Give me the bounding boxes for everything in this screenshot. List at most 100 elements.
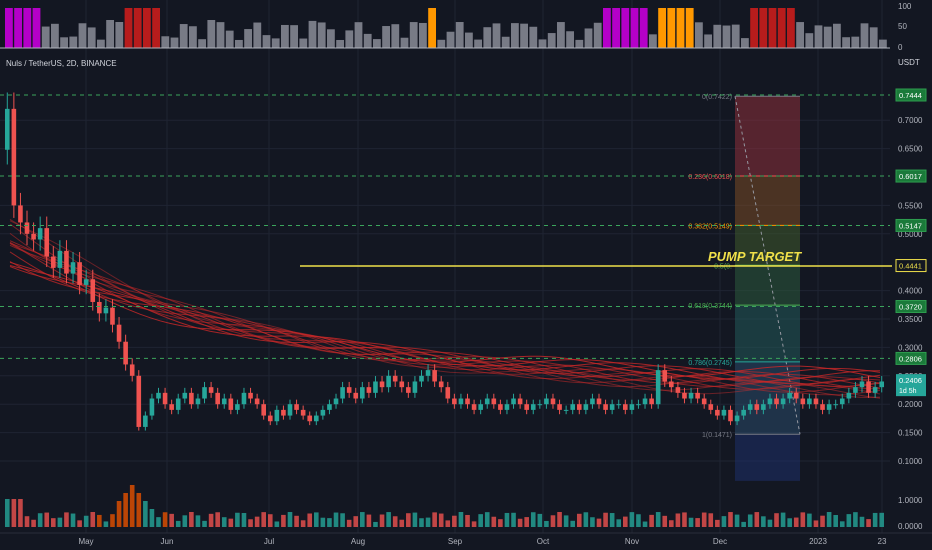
time-axis[interactable]: May Jun Jul Aug Sep Oct Nov Dec 2023 23: [78, 537, 887, 546]
volume-bar: [346, 519, 352, 527]
candle-body: [386, 375, 391, 388]
oscillator-bar: [97, 39, 105, 48]
volume-bar: [110, 514, 115, 527]
price-axis[interactable]: 0.7000 0.6500 0.5500 0.5000 0.4000 0.3500 0.30…: [895, 88, 927, 466]
pump-target-label: PUMP TARGET: [708, 249, 802, 264]
candle-body: [846, 392, 852, 399]
fib-zone: [735, 265, 800, 306]
candle-body: [524, 404, 529, 410]
current-price-label: 0.2406: [899, 376, 922, 385]
oscillator-bar: [106, 20, 114, 48]
price-level-badge: [895, 218, 927, 232]
candle-body: [800, 398, 806, 405]
volume-bar: [123, 493, 128, 527]
oscillator-bar: [225, 30, 234, 48]
candle-body: [143, 415, 148, 427]
volume-bar: [511, 512, 516, 527]
candle-body: [688, 392, 694, 399]
oscillator-bar: [685, 8, 694, 48]
volume-bar: [721, 516, 727, 527]
candle-body: [31, 233, 36, 240]
volume-bar: [866, 519, 871, 527]
volume-bar: [780, 512, 786, 527]
candle-body: [491, 398, 497, 405]
candles: [4, 92, 885, 431]
y-tick-label: 0.5000: [898, 230, 923, 239]
fib-level-label: 0(0.7422): [702, 94, 732, 101]
volume-bar: [517, 518, 523, 527]
pump-target-annotation[interactable]: PUMP TARGET: [300, 249, 892, 267]
candle-body: [465, 398, 470, 405]
candle-body: [116, 324, 122, 342]
volume-bar: [373, 521, 378, 527]
ma-ribbon-line: [9, 220, 881, 395]
candle-body: [603, 404, 608, 410]
candle-body: [129, 364, 135, 376]
oscillator-bar: [814, 25, 823, 48]
candle-body: [412, 381, 418, 393]
candle-body: [504, 404, 510, 410]
volume-bar: [747, 514, 753, 527]
volume-bar: [839, 521, 845, 527]
fib-zone: [735, 96, 800, 176]
price-level-badge-label: 0.4441: [899, 262, 922, 271]
candle-body: [826, 404, 832, 410]
volume-bar: [31, 519, 36, 527]
volume-bar: [287, 512, 293, 527]
volume-bar: [636, 514, 641, 527]
price-level-badge: [895, 351, 927, 365]
volume-bar: [294, 515, 299, 527]
oscillator-bar: [14, 8, 22, 48]
volume-bar: [419, 518, 424, 527]
volume-bar: [254, 516, 260, 527]
oscillator-bar: [161, 36, 170, 48]
candle-body: [373, 381, 378, 393]
volume-bar: [333, 512, 339, 527]
candle-body: [11, 108, 17, 206]
volume-bar: [458, 512, 464, 527]
volume-bar: [761, 516, 766, 527]
candle-body: [662, 370, 668, 382]
oscillator-bar: [869, 27, 878, 48]
candle-body: [478, 404, 483, 410]
volume-bar: [143, 501, 148, 527]
volume-bar: [425, 517, 431, 527]
oscillator-bar: [5, 8, 13, 48]
oscillator-bar: [483, 27, 492, 48]
oscillator-bar: [189, 26, 197, 48]
oscillator-bar: [32, 8, 41, 48]
volume-bar: [537, 513, 543, 527]
candle-body: [741, 409, 746, 416]
oscillator-bar: [271, 38, 280, 48]
volume-bar: [701, 512, 707, 527]
volume-bar: [241, 513, 247, 527]
volume-bar: [807, 513, 812, 527]
candle-body: [97, 301, 102, 314]
price-level-badge-label: 0.5147: [899, 221, 922, 230]
candle-body: [346, 387, 352, 393]
y-tick-label: 0.4000: [898, 287, 923, 296]
oscillator-bar: [529, 26, 538, 48]
volume-bar: [215, 512, 220, 527]
volume-axis-0: 0.0000: [898, 522, 923, 531]
oscillator-bar: [879, 39, 887, 48]
y-tick-label: 0.5500: [898, 201, 923, 210]
oscillator-bar: [612, 8, 620, 48]
oscillator-bar: [133, 8, 142, 48]
oscillator-pane: [5, 8, 887, 48]
ma-ribbon-line: [9, 265, 881, 380]
volume-bar: [228, 518, 234, 527]
fib-level-label: 0.5(0.: [714, 263, 732, 270]
candle-body: [596, 398, 602, 405]
volume-bar: [655, 512, 661, 527]
candle-body: [136, 375, 142, 427]
x-tick-label: Aug: [351, 537, 365, 546]
volume-bar: [576, 513, 582, 527]
candle-body: [353, 392, 359, 399]
oscillator-bar: [41, 26, 50, 48]
candle-body: [419, 375, 424, 382]
oscillator-bar: [299, 38, 308, 48]
candle-body: [110, 307, 115, 325]
volume-bar: [715, 519, 720, 527]
candle-body: [498, 404, 503, 410]
